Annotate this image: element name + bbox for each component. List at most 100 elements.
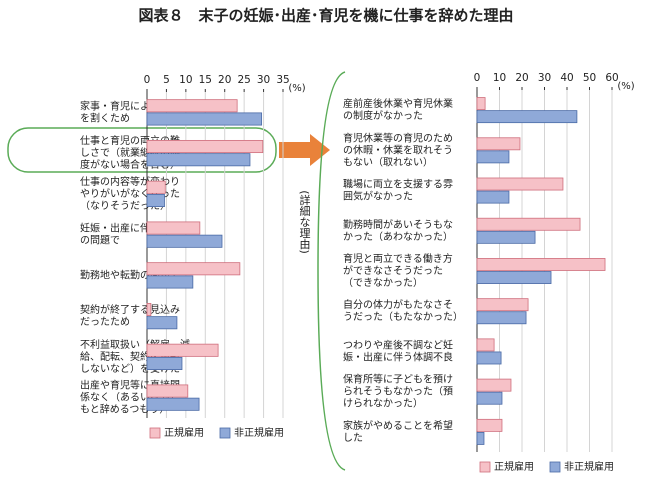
category-label-line: 囲気がなかった [343,190,413,203]
bar [476,230,536,244]
x-tick-label: 0 [144,74,151,86]
legend-swatch [219,427,231,439]
category-label-line: （できなかった） [343,277,423,289]
legend-label: 非正規雇用 [564,460,614,473]
bar [476,391,503,405]
x-tick-label: 30 [257,74,270,86]
category-label-line: を割くため [80,111,130,124]
bar [146,302,152,317]
bar [146,397,200,411]
bar [146,99,238,113]
bar [476,110,578,124]
category-label-line: 勤務時間があいそうもな [343,218,453,231]
category-label-line: つわりや産後不調など妊 [343,338,453,351]
category-label-line: うだった（もたなかった） [343,311,463,323]
category-label-line: かった（あわなかった） [343,231,453,243]
category-label-line: の休暇・休業を取れそう [343,143,453,156]
x-tick-label: 60 [605,72,618,84]
category-label-line: 契約が終了する見込み [80,303,180,316]
x-tick-label: 40 [560,72,573,84]
category-label: 育児と両立できる働き方ができなさそうだった（できなかった） [343,252,453,289]
x-tick-label: 10 [179,74,192,86]
x-axis-label: (%) [617,81,634,92]
category-label-line: した [343,432,363,444]
category-label-line: 娠・出産に伴う体調不良 [343,350,453,363]
category-label-line: 育児と両立できる働き方 [343,252,453,265]
bar [476,217,581,231]
legend-swatch [479,461,491,473]
bar [146,316,178,330]
category-label-line: られそうもなかった（預 [343,386,453,398]
x-axis-label: (%) [288,83,305,94]
bar [476,150,510,164]
bar [476,137,521,151]
category-label-line: ができなさそうだった [343,264,443,277]
x-tick-label: 20 [515,72,528,84]
x-tick-label: 25 [237,74,250,86]
bar [476,351,502,365]
bracket [317,71,346,471]
category-label: 職場に両立を支援する雰囲気がなかった [343,178,453,203]
category-label-line: 職場に両立を支援する雰 [343,178,453,191]
category-label: 保育所等に子どもを預けられそうもなかった（預けられなかった） [343,373,453,410]
category-label: 勤務時間があいそうもなかった（あわなかった） [343,218,453,243]
legend-swatch [549,461,561,473]
legend-label: 正規雇用 [494,460,534,473]
category-label-line: 自分の体力がもたなさそ [343,298,453,311]
arrow [279,134,330,166]
category-label-line: けられなかった） [343,398,423,410]
category-label: 産前産後休業や育児休業の制度がなかった [343,97,453,122]
annotation: (詳細な理由) [298,190,311,254]
bar [476,338,495,352]
bar [146,343,219,357]
bar [146,221,201,235]
bar [146,153,251,167]
category-label-line: の制度がなかった [343,109,423,122]
legend-label: 正規雇用 [164,426,204,439]
bar [476,97,486,111]
bar [476,271,552,284]
x-tick-label: 20 [218,74,231,86]
category-label: 自分の体力がもたなさそうだった（もたなかった） [343,298,463,323]
x-tick-label: 30 [538,72,551,84]
x-tick-label: 35 [276,74,289,86]
category-label: 契約が終了する見込みだったため [80,303,180,328]
category-label-line: の問題で [80,235,120,247]
x-tick-label: 10 [493,72,506,84]
category-label-line: 産前産後休業や育児休業 [343,97,453,110]
category-label-line: だったため [80,316,130,328]
bar [146,139,264,154]
category-label-line: もない（取れない） [343,156,433,168]
bar [146,275,194,289]
bar [476,378,512,392]
bar [476,418,503,432]
category-label: 家族がやめることを希望した [343,419,453,444]
bar [146,112,263,126]
bar [146,234,223,248]
category-label: つわりや産後不調など妊娠・出産に伴う体調不良 [343,338,453,363]
bar [146,262,241,276]
category-label-line: 保育所等に子どもを預け [343,373,453,386]
category-label: 育児休業等の育児のための休暇・休業を取れそうもない（取れない） [343,131,453,168]
bar [476,311,527,325]
bar [476,177,564,191]
category-label-line: 育児休業等の育児のため [343,131,453,144]
bar [476,298,529,312]
x-tick-label: 15 [199,74,212,86]
x-tick-label: 50 [583,72,596,84]
bar [146,384,189,398]
highlight-frame [7,127,277,173]
bar [476,190,510,204]
legend-label: 非正規雇用 [234,426,284,439]
bar [476,258,606,271]
x-tick-label: 0 [474,72,481,84]
bar [146,356,183,371]
bar [146,193,165,208]
bar [476,431,485,445]
x-tick-label: 5 [163,74,170,86]
legend-swatch [149,427,161,439]
page-title: 図表８ 末子の妊娠･出産･育児を機に仕事を辞めた理由 [138,7,513,25]
bar [146,180,166,194]
category-label-line: 家族がやめることを希望 [343,419,453,432]
